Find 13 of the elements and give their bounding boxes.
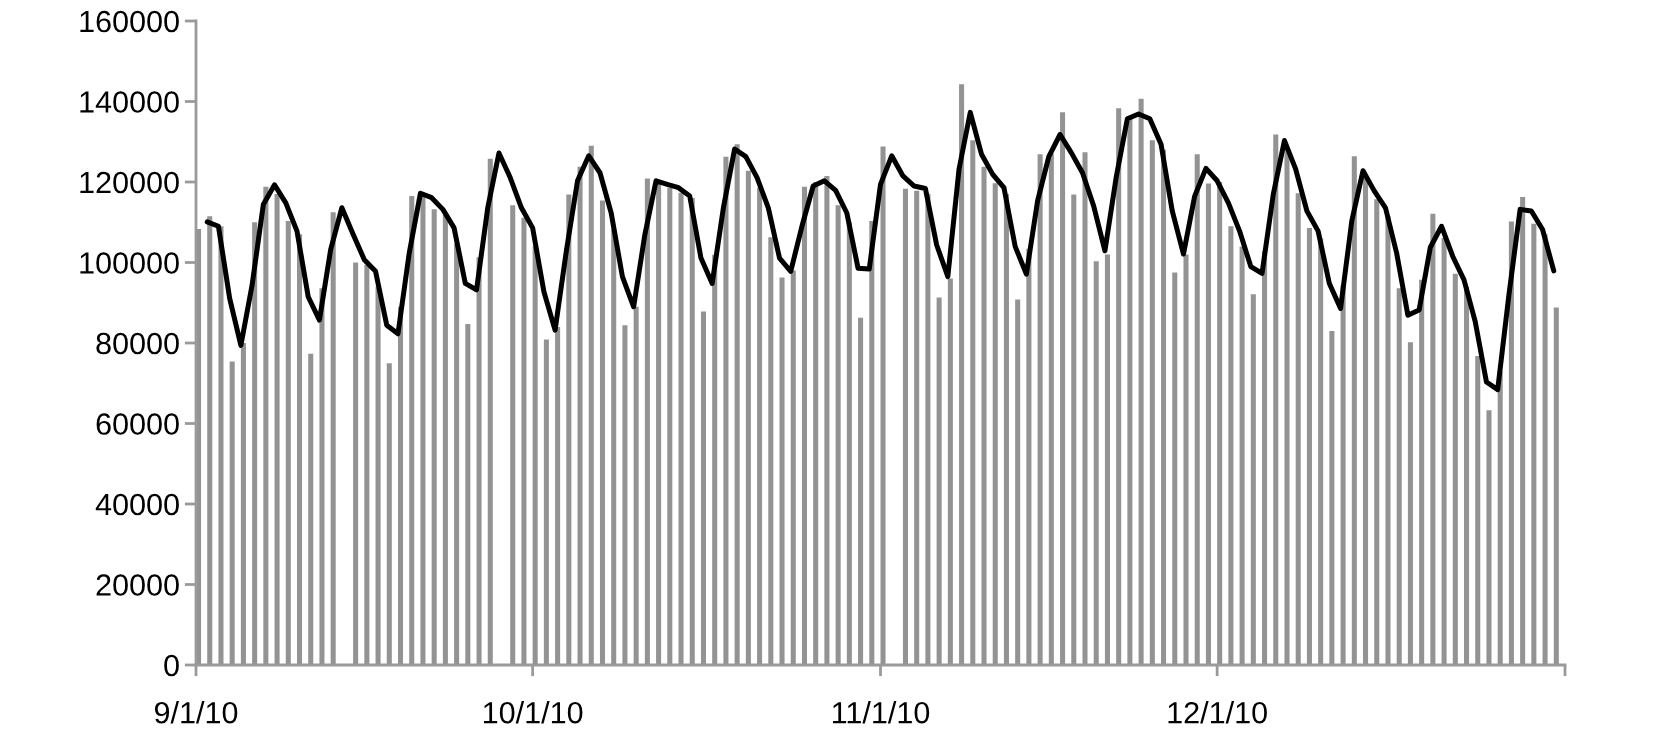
y-tick-label: 60000 [96, 413, 179, 435]
y-tick-label: 40000 [95, 493, 179, 516]
y-tick-label: 140000 [80, 91, 179, 113]
x-tick-label: 12/1/10 [1168, 701, 1267, 724]
y-tick-label: 100000 [80, 252, 179, 274]
y-tick-label: 120000 [80, 171, 179, 194]
x-tick-label: 11/1/10 [832, 701, 930, 724]
x-tick-label: 9/1/10 [154, 701, 238, 724]
y-tick-label: 20000 [96, 574, 179, 596]
y-tick-label: 160000 [80, 10, 179, 33]
y-tick-label: 80000 [96, 332, 179, 355]
y-tick-label: 0 [164, 654, 179, 677]
x-tick-label: 10/1/10 [484, 701, 583, 724]
